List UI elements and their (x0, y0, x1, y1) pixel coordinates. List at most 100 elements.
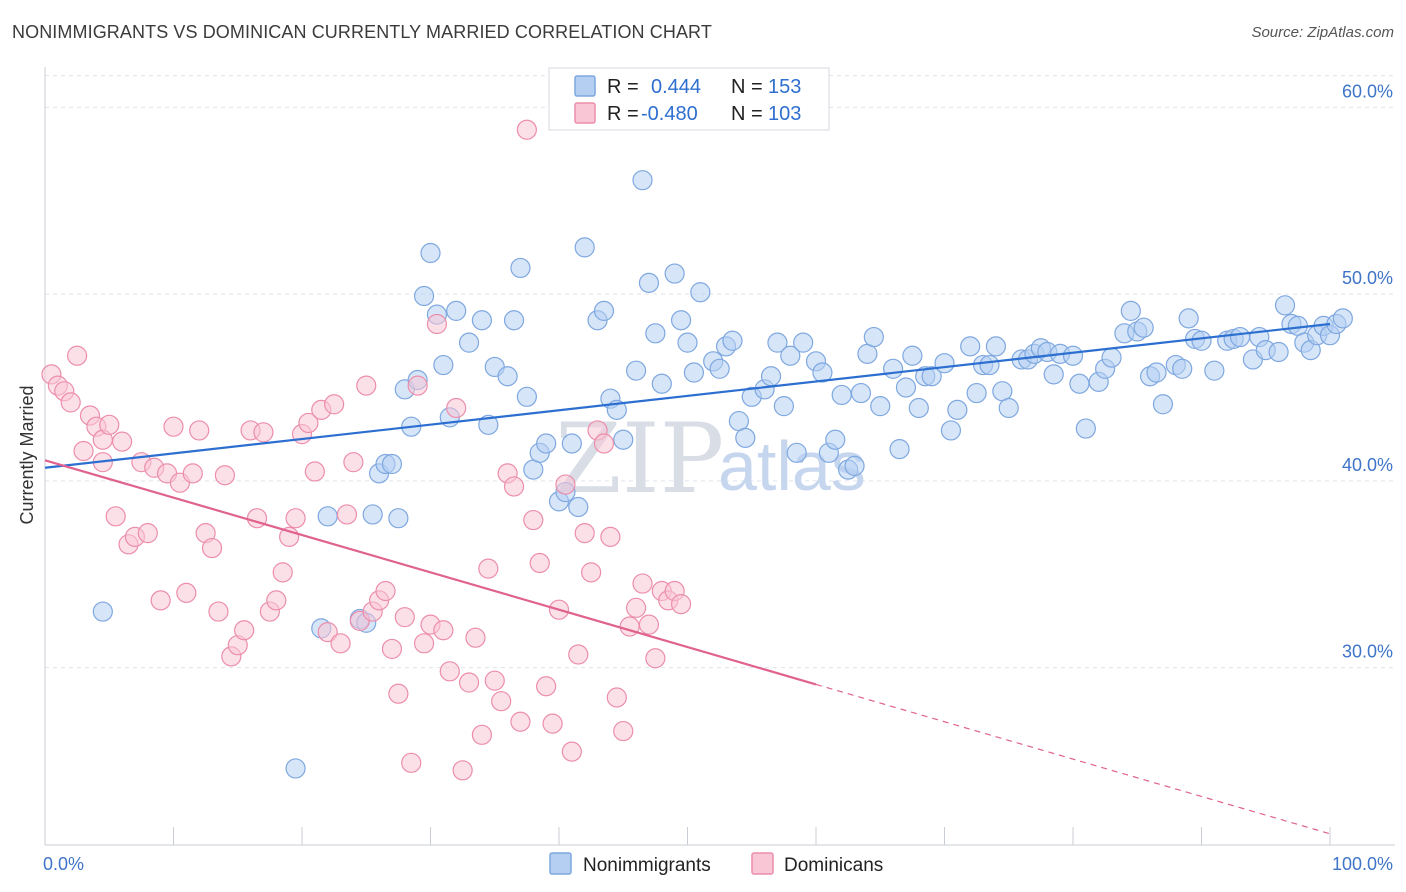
legend-r-value-0: 0.444 (651, 76, 701, 98)
point-0-114 (1172, 358, 1193, 379)
point-1-54 (381, 638, 403, 660)
point-0-77 (889, 438, 910, 460)
point-0-72 (850, 382, 872, 404)
point-1-10 (99, 414, 120, 435)
trend-line-dashed-1 (815, 683, 1331, 835)
point-0-82 (921, 366, 942, 387)
point-0-101 (1069, 373, 1090, 394)
point-0-78 (895, 377, 917, 398)
point-1-70 (484, 670, 505, 691)
point-0-22 (478, 414, 499, 435)
point-1-63 (439, 661, 460, 682)
point-0-20 (458, 332, 480, 353)
point-0-100 (1062, 345, 1084, 366)
point-0-50 (690, 282, 711, 303)
point-1-64 (446, 397, 467, 419)
point-0-90 (985, 336, 1007, 357)
point-1-99 (670, 593, 692, 615)
point-0-117 (1191, 330, 1212, 351)
point-1-58 (407, 375, 428, 396)
point-1-73 (503, 476, 525, 497)
point-0-42 (632, 170, 653, 191)
point-1-18 (150, 590, 171, 611)
legend-r-value-1: -0.480 (641, 103, 698, 125)
point-0-40 (613, 429, 634, 450)
point-0-71 (844, 455, 865, 477)
point-0-9 (381, 453, 403, 475)
legend-n-value-0: 153 (768, 76, 801, 98)
nonimmigrants-points (92, 170, 1353, 779)
point-0-54 (722, 330, 743, 351)
point-1-83 (568, 644, 589, 665)
legend-swatch-nonimmigrants (574, 75, 596, 97)
point-0-26 (510, 257, 531, 279)
y-tick-label-1: 40.0% (1342, 455, 1393, 475)
point-1-16 (137, 523, 158, 544)
point-0-79 (902, 345, 923, 366)
legend-n-label-0: N = (731, 76, 763, 98)
point-0-59 (760, 366, 782, 387)
point-1-89 (606, 687, 627, 708)
point-1-56 (394, 607, 415, 628)
point-0-92 (998, 397, 1019, 419)
point-0-1 (285, 758, 306, 779)
point-1-93 (632, 573, 653, 594)
point-1-79 (542, 713, 563, 734)
point-1-95 (645, 648, 666, 669)
point-0-86 (960, 336, 981, 357)
dominicans-points (41, 119, 692, 781)
point-1-23 (182, 463, 203, 484)
point-0-68 (825, 429, 846, 450)
point-0-49 (683, 362, 705, 383)
bottom-legend-label-nonimmigrants: Nonimmigrants (583, 855, 711, 876)
point-1-77 (529, 552, 550, 574)
point-1-57 (401, 752, 422, 773)
point-0-112 (1152, 394, 1174, 415)
point-0-85 (947, 399, 968, 420)
point-1-39 (285, 508, 306, 529)
point-0-30 (536, 433, 557, 454)
bottom-legend-label-dominicans: Dominicans (784, 855, 883, 876)
chart-source: Source: ZipAtlas.com (1251, 24, 1394, 41)
x-tick-label-max: 100.0% (1332, 854, 1393, 874)
point-1-66 (458, 672, 480, 693)
point-1-71 (491, 691, 512, 712)
point-1-62 (433, 620, 454, 641)
point-1-55 (388, 683, 409, 704)
point-0-0 (92, 601, 113, 622)
point-1-87 (593, 433, 615, 454)
point-1-50 (356, 375, 377, 396)
point-0-37 (593, 300, 615, 322)
point-0-125 (1268, 341, 1289, 363)
axes (44, 67, 1395, 846)
point-1-74 (510, 711, 531, 732)
point-1-12 (111, 431, 133, 452)
y-tick-labels: 30.0% 40.0% 50.0% 60.0% (1342, 81, 1393, 661)
y-tick-label-2: 50.0% (1342, 268, 1393, 288)
point-1-94 (638, 614, 660, 635)
point-1-34 (253, 422, 274, 443)
point-1-67 (465, 627, 486, 648)
point-1-82 (561, 741, 582, 762)
point-1-65 (452, 760, 473, 781)
point-1-47 (336, 504, 358, 525)
point-1-84 (574, 523, 595, 544)
bottom-legend-swatch-dominicans (751, 852, 774, 875)
point-0-98 (1043, 364, 1064, 385)
point-0-56 (735, 427, 756, 448)
legend-swatch-dominicans (574, 102, 596, 124)
point-0-10 (388, 508, 409, 529)
point-0-126 (1274, 295, 1296, 316)
legend: R = 0.444 N = 153 R = -0.480 N = 103 (548, 67, 830, 131)
point-0-6 (362, 504, 383, 525)
point-1-68 (471, 724, 492, 745)
legend-n-value-1: 103 (768, 103, 801, 125)
point-0-107 (1120, 300, 1141, 322)
point-1-46 (330, 633, 351, 654)
bottom-legend: Nonimmigrants Dominicans (549, 852, 883, 876)
point-0-48 (677, 332, 698, 353)
point-1-37 (272, 562, 293, 583)
trend-line-1 (44, 459, 817, 686)
point-0-35 (574, 237, 595, 258)
point-0-89 (979, 354, 1000, 376)
